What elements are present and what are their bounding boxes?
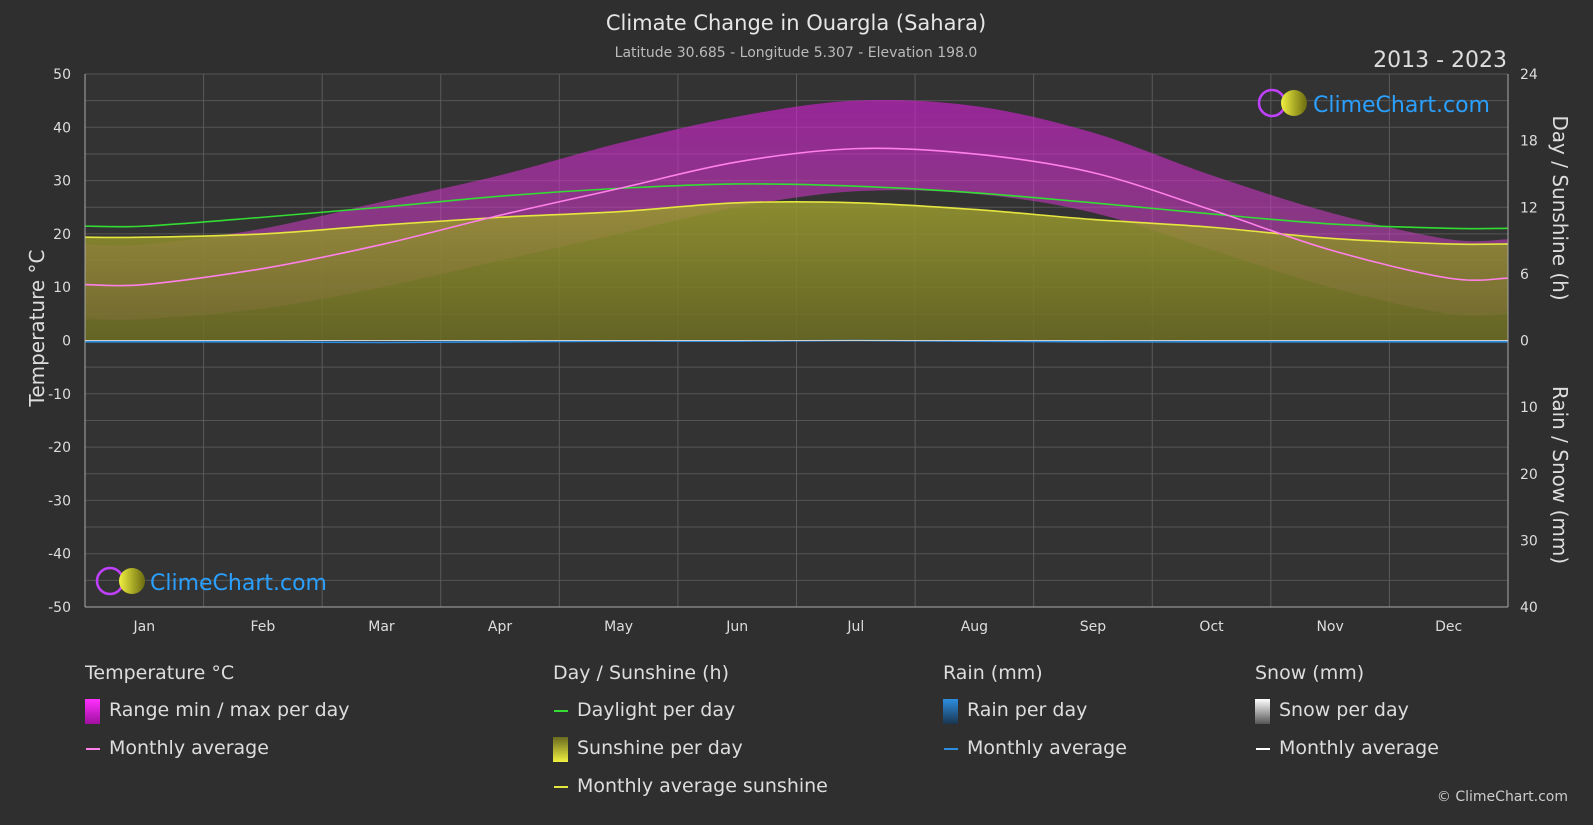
legend-label: Range min / max per day (109, 699, 350, 721)
chart-title: Climate Change in Ouargla (Sahara) (606, 11, 986, 35)
legend-item-snow-avg: Monthly average (1255, 736, 1439, 774)
copyright: © ClimeChart.com (1436, 789, 1568, 805)
legend-label: Monthly average (1279, 737, 1439, 759)
legend-item-rain: Rain per day (943, 698, 1127, 736)
legend-label: Daylight per day (577, 699, 736, 721)
x-tick-label: May (604, 619, 633, 635)
y-right-top-tick-label: 24 (1520, 67, 1538, 83)
x-tick-label: Oct (1199, 619, 1224, 635)
y-left-tick-label: -50 (48, 600, 71, 616)
swatch-line-icon (554, 710, 568, 712)
swatch-snow-icon (1255, 699, 1270, 724)
swatch-line-icon (554, 786, 568, 788)
y-right-top-tick-label: 18 (1520, 134, 1538, 150)
y-left-tick-label: 30 (53, 174, 71, 190)
year-range: 2013 - 2023 (1373, 48, 1507, 73)
logo-sun-icon (1281, 90, 1307, 116)
y-right-bottom-tick-label: 10 (1520, 400, 1538, 416)
x-tick-label: Jan (132, 619, 155, 635)
y-left-tick-label: 50 (53, 67, 71, 83)
x-tick-label: Apr (488, 619, 512, 635)
y-axis-right-bottom-label: Rain / Snow (mm) (1548, 386, 1572, 564)
climate-chart: Climate Change in Ouargla (Sahara) Latit… (25, 11, 1572, 635)
legend-label: Monthly average sunshine (577, 775, 828, 797)
y-left-tick-label: 10 (53, 280, 71, 296)
temperature-avg-line (84, 147, 1509, 287)
daylight-line (84, 183, 1509, 230)
legend-group-sunshine: Day / Sunshine (h) Daylight per day Suns… (553, 662, 828, 812)
legend-label: Sunshine per day (577, 737, 743, 759)
swatch-sunshine-icon (553, 737, 568, 762)
x-tick-label: Mar (368, 619, 395, 635)
swatch-line-icon (1256, 748, 1270, 750)
x-tick-label: Dec (1435, 619, 1462, 635)
legend-group-temperature: Temperature °C Range min / max per day M… (85, 662, 350, 774)
logo-sun-icon (119, 568, 145, 594)
watermark-top: ClimeChart.com (1257, 88, 1490, 118)
legend-item-sunshine: Sunshine per day (553, 736, 828, 774)
swatch-rain-icon (943, 699, 958, 724)
legend-group-title: Snow (mm) (1255, 662, 1365, 684)
legend-label: Snow per day (1279, 699, 1409, 721)
x-tick-label: Sep (1080, 619, 1107, 635)
y-left-tick-label: 0 (62, 334, 71, 350)
legend-item-snow: Snow per day (1255, 698, 1439, 736)
legend-item-sunshine-avg: Monthly average sunshine (553, 774, 828, 812)
legend-label: Rain per day (967, 699, 1088, 721)
legend-label: Monthly average (109, 737, 269, 759)
y-right-top-tick-label: 6 (1520, 267, 1529, 283)
x-tick-label: Feb (250, 619, 275, 635)
legend-group-title: Rain (mm) (943, 662, 1043, 684)
legend-item-temp-range: Range min / max per day (85, 698, 350, 736)
y-axis-right-top-label: Day / Sunshine (h) (1548, 115, 1572, 300)
x-tick-label: Nov (1316, 619, 1343, 635)
legend-item-rain-avg: Monthly average (943, 736, 1127, 774)
sunshine-fill (85, 201, 1508, 341)
y-left-tick-label: -40 (48, 547, 71, 563)
y-left-tick-label: 40 (53, 120, 71, 136)
legend-group-title: Temperature °C (85, 662, 235, 684)
sunshine-avg-line (84, 201, 1509, 246)
watermark-text: ClimeChart.com (1313, 93, 1490, 118)
x-tick-label: Jun (725, 619, 748, 635)
legend-group-snow: Snow (mm) Snow per day Monthly average (1255, 662, 1439, 774)
y-left-tick-label: -30 (48, 493, 71, 509)
y-right-bottom-tick-label: 40 (1520, 600, 1538, 616)
y-right-bottom-tick-label: 30 (1520, 533, 1538, 549)
y-left-tick-label: -20 (48, 440, 71, 456)
y-right-top-tick-label: 0 (1520, 334, 1529, 350)
swatch-range-icon (85, 699, 100, 724)
y-left-tick-label: 20 (53, 227, 71, 243)
x-tick-label: Aug (961, 619, 988, 635)
legend: Temperature °C Range min / max per day M… (0, 662, 1593, 812)
y-right-bottom-tick-label: 20 (1520, 467, 1538, 483)
y-left-tick-label: -10 (48, 387, 71, 403)
legend-label: Monthly average (967, 737, 1127, 759)
sunshine-area (85, 201, 1508, 341)
watermark-bottom: ClimeChart.com (95, 566, 327, 596)
y-right-top-tick-label: 12 (1520, 200, 1538, 216)
legend-group-title: Day / Sunshine (h) (553, 662, 730, 684)
x-tick-label: Jul (846, 619, 864, 635)
swatch-line-icon (944, 748, 958, 750)
watermark-text: ClimeChart.com (150, 571, 327, 596)
legend-item-daylight: Daylight per day (553, 698, 828, 736)
y-axis-left-label: Temperature °C (25, 249, 49, 407)
chart-subtitle: Latitude 30.685 - Longitude 5.307 - Elev… (615, 45, 978, 61)
legend-item-temp-avg: Monthly average (85, 736, 350, 774)
swatch-line-icon (86, 748, 100, 750)
axes: 50 40 30 20 10 0 -10 -20 -30 -40 -50 24 18 12 6 0 10 20 30… (48, 67, 1538, 635)
legend-group-rain: Rain (mm) Rain per day Monthly average (943, 662, 1127, 774)
